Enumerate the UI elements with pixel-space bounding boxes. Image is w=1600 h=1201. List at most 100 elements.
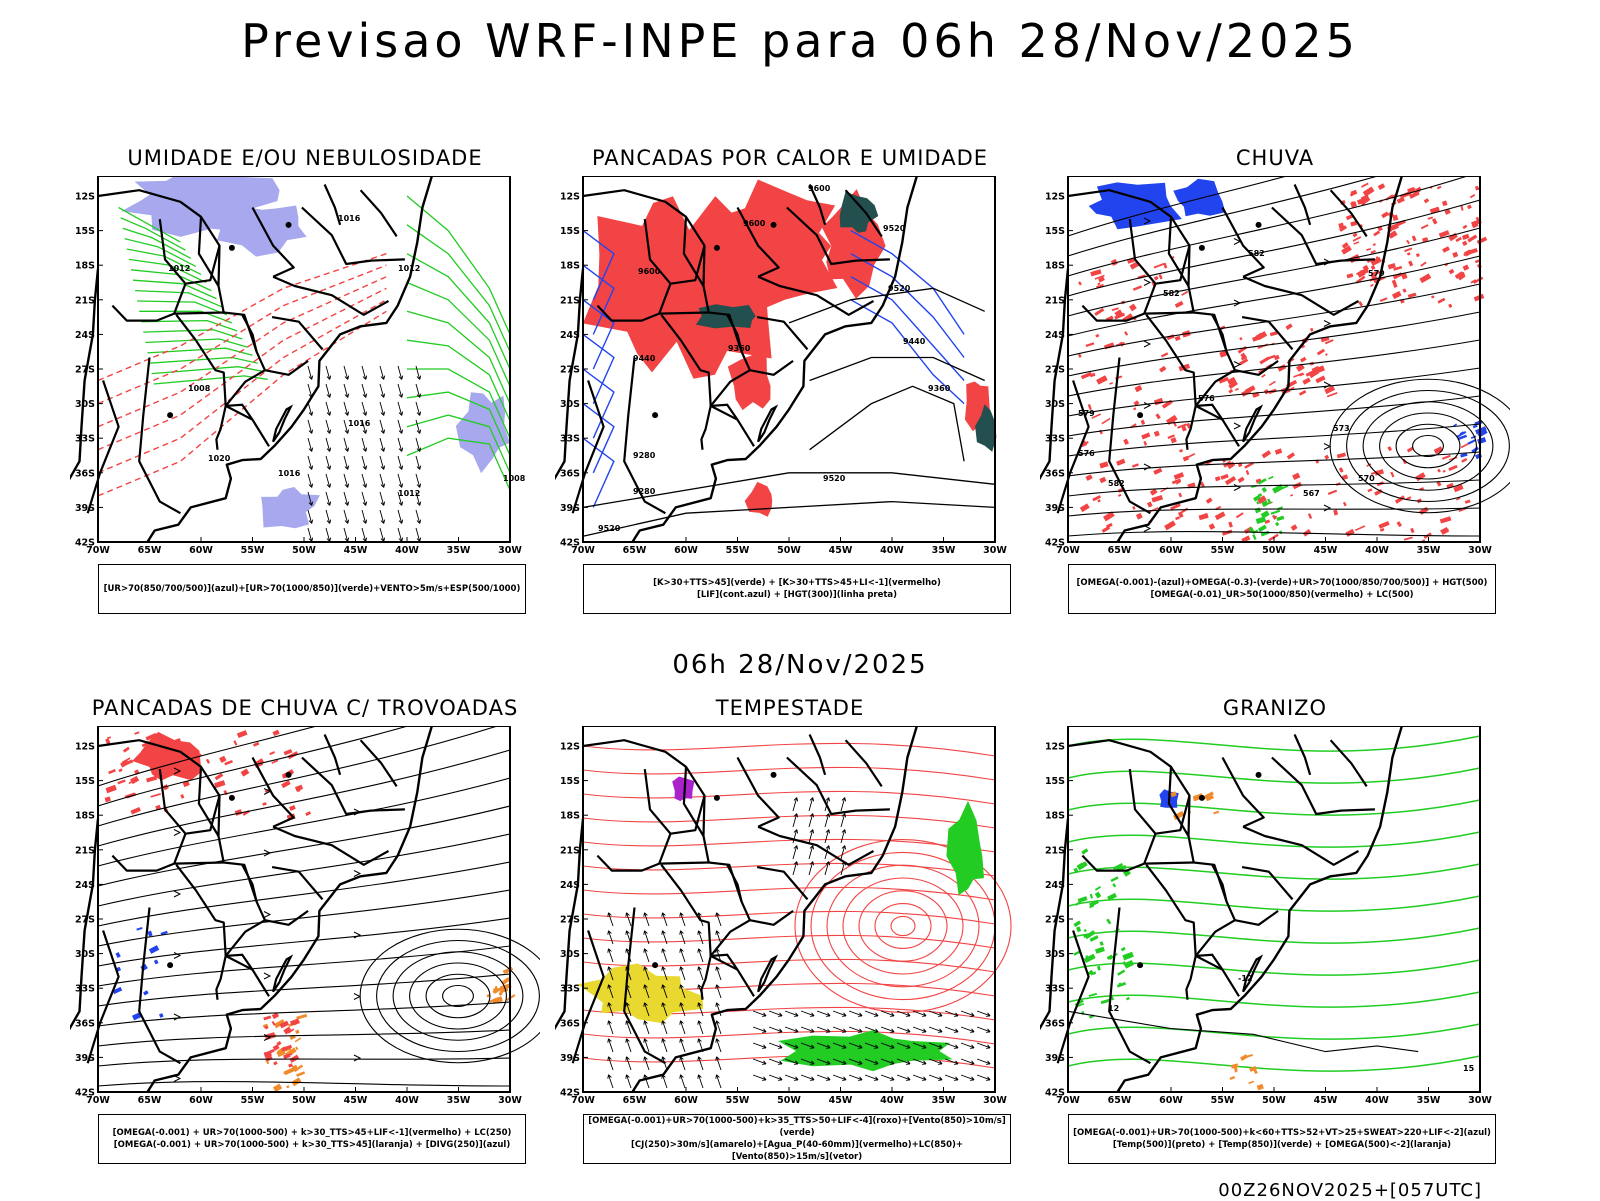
page-title: Previsao WRF-INPE para 06h 28/Nov/2025 (241, 14, 1359, 68)
red-thunder-speckle (120, 759, 130, 768)
red-rain-speckle (1171, 478, 1182, 485)
border-line (225, 954, 254, 971)
lat-label: 27S (560, 915, 580, 926)
red-rain-speckle (1174, 335, 1181, 342)
red-thunder-speckle (276, 1041, 282, 1046)
red-rain-speckle (1165, 414, 1178, 426)
wind-vector (960, 1010, 975, 1017)
wind-vector (625, 1074, 632, 1089)
border-line (749, 910, 794, 926)
blue-rain-speckle (1471, 446, 1479, 454)
legend-box: [K>30+TTS>45](verde) + [K>30+TTS>45+LI<-… (583, 564, 1011, 614)
red-thunder-speckle (281, 780, 291, 789)
green-temp-contour (1067, 1055, 1481, 1072)
height-label: 582 (1248, 249, 1265, 258)
red-rain-speckle (1353, 241, 1360, 245)
red-rain-speckle (1461, 233, 1470, 240)
red-rain-speckle (1324, 339, 1334, 345)
panel-umidade: UMIDADE E/OU NEBULOSIDADE 1012 1008 1016 10… (70, 146, 540, 636)
lat-label: 15S (1045, 226, 1065, 237)
green-rain-speckle (1255, 516, 1267, 525)
orange-thunder-speckle (291, 1077, 302, 1087)
panel-title: PANCADAS DE CHUVA C/ TROVOADAS (91, 696, 519, 720)
red-thunder-speckle (146, 757, 157, 766)
streamline (1067, 367, 1481, 417)
coastline-west (1040, 818, 1070, 1031)
lat-label: 15S (75, 776, 95, 787)
wind-vector (307, 455, 314, 470)
red-rain-speckle (1174, 300, 1184, 308)
red-rain-speckle (1089, 372, 1096, 378)
green-temp-speckle (1076, 926, 1082, 933)
lon-label: 65W (623, 545, 647, 556)
lon-label: 50W (777, 545, 801, 556)
red-thunder-speckle (205, 758, 211, 764)
green-humidity-contour (406, 224, 511, 352)
border-line (596, 304, 709, 322)
wind-vector (643, 1074, 650, 1089)
pressure-label: 1016 (338, 214, 361, 223)
wind-vector (784, 1058, 799, 1065)
pressure-label: 1012 (168, 264, 190, 273)
lat-label: 21S (75, 295, 95, 306)
red-rain-speckle (1286, 452, 1296, 460)
red-rain-speckle (1433, 446, 1444, 455)
border-line (1329, 189, 1368, 238)
red-rain-speckle (1455, 497, 1461, 501)
red-rain-speckle (1222, 529, 1233, 536)
red-rain-speckle (1396, 196, 1405, 204)
lat-label: 33S (1045, 984, 1065, 995)
red-rain-speckle (1352, 236, 1362, 242)
red-thunder-speckle (283, 749, 293, 756)
border-line (1234, 910, 1279, 926)
red-rain-speckle (1268, 380, 1276, 386)
border-line (643, 218, 672, 285)
red-rain-speckle (1094, 307, 1105, 316)
wind-vector (832, 1058, 847, 1065)
red-rain-speckle (1269, 331, 1278, 337)
panel-granizo: GRANIZO -12 12 15 12S 15S 18S 21S 24S 27S 30S 33S 3… (1040, 696, 1510, 1186)
wind-vector (928, 1010, 943, 1017)
red-rain-speckle (1475, 216, 1481, 222)
red-rain-speckle (1436, 185, 1442, 190)
green-humidity-contour (406, 414, 511, 474)
orange-omega-speckle (1229, 1075, 1236, 1080)
red-rain-speckle (1261, 373, 1266, 378)
lat-label: 15S (75, 226, 95, 237)
panel-chuva: CHUVA 582 582 579 576 573 570 567 576 582 579 12S 1… (1040, 146, 1510, 636)
map-umidade: 1012 1008 1016 1012 1016 1020 1012 1016 1008 12S 1… (70, 176, 526, 556)
height-label: 576 (1198, 394, 1215, 403)
wind-vector (361, 491, 368, 506)
legend-box: [OMEGA(-0.001)-(azul)+OMEGA(-0.3)-(verde… (1068, 564, 1496, 614)
red-thunder-speckle (105, 784, 117, 794)
temp-label: 15 (1463, 1064, 1475, 1073)
wind-vector (397, 437, 404, 452)
green-temp-contour (1067, 959, 1481, 976)
wind-vector (715, 1074, 722, 1089)
red-rain-speckle (1228, 521, 1233, 528)
streamline (97, 973, 511, 1007)
border-line (1128, 218, 1157, 285)
panel-trovoadas: PANCADAS DE CHUVA C/ TROVOADAS 12S 15S 18S… (70, 696, 540, 1186)
wind-vector (848, 1026, 863, 1033)
wind-vector (880, 1026, 895, 1033)
red-thunder-speckle (174, 738, 181, 744)
wind-vector (661, 948, 668, 963)
red-rain-speckle (1407, 186, 1416, 194)
red-rain-speckle (1153, 467, 1163, 475)
red-rain-speckle (1356, 269, 1366, 278)
red-rain-speckle (1131, 463, 1139, 468)
border-line (272, 825, 390, 866)
orange-omega-speckle (1205, 794, 1215, 802)
streamline-arrow (353, 931, 362, 939)
border-line (1234, 360, 1279, 376)
wind-vector (625, 1038, 632, 1053)
green-rain-speckle (1261, 487, 1268, 493)
red-rain-speckle (1476, 236, 1488, 245)
streamline-arrow (173, 890, 182, 898)
wind-vector (325, 419, 332, 434)
wind-vector (912, 1058, 927, 1065)
wind-vector (880, 1074, 895, 1081)
lon-label: 70W (571, 1095, 595, 1106)
streamline-arrow (353, 870, 362, 877)
